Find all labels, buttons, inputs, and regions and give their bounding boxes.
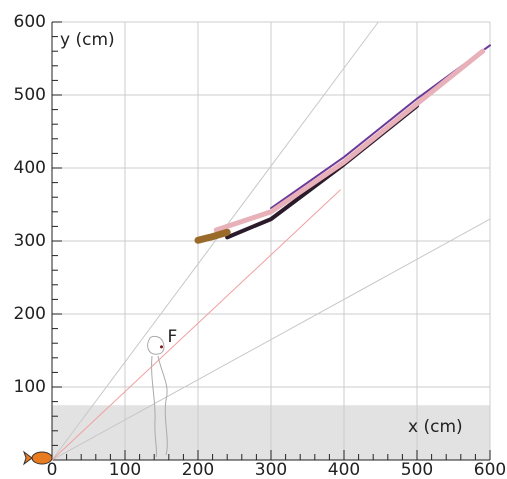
trajectory-line bbox=[51, 218, 491, 461]
x-tick-label: 600 bbox=[474, 460, 506, 479]
y-tick-label: 300 bbox=[14, 231, 46, 251]
trajectory-line bbox=[51, 21, 379, 461]
x-tick-label: 200 bbox=[182, 460, 214, 479]
y-tick-label: 400 bbox=[14, 158, 46, 178]
y-tick-label: 100 bbox=[14, 377, 46, 397]
x-tick-label: 0 bbox=[47, 460, 58, 479]
x-tick-label: 300 bbox=[255, 460, 287, 479]
trajectory-line bbox=[213, 48, 486, 233]
fish-icon bbox=[23, 450, 53, 466]
annotation-dot bbox=[160, 345, 163, 349]
x-tick-label: 100 bbox=[109, 460, 141, 479]
trajectory-line bbox=[51, 189, 341, 461]
y-tick-label: 500 bbox=[14, 85, 46, 105]
annotation-label: F bbox=[168, 327, 178, 347]
silhouette bbox=[147, 335, 168, 458]
x-tick-label: 500 bbox=[401, 460, 433, 479]
y-axis-label: y (cm) bbox=[60, 30, 115, 50]
x-tick-label: 400 bbox=[328, 460, 360, 479]
x-axis-label: x (cm) bbox=[408, 417, 463, 437]
y-tick-label: 200 bbox=[14, 304, 46, 324]
trajectory-line bbox=[194, 228, 231, 244]
y-tick-label: 600 bbox=[14, 12, 46, 32]
